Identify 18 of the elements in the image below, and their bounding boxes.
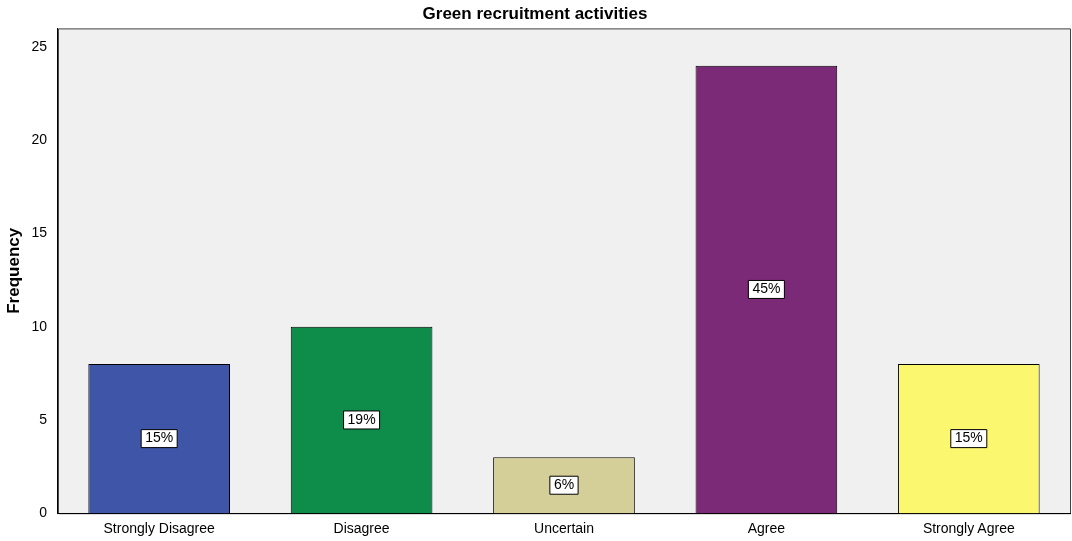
annotation: 15% [954, 429, 983, 446]
y-tick-label: 15 [31, 224, 48, 241]
x-tick-label: Strongly Agree [922, 520, 1015, 537]
y-tick-label: 5 [39, 410, 48, 427]
x-tick-label: Uncertain [534, 520, 594, 537]
x-tick-label: Strongly Disagree [103, 520, 216, 537]
y-axis-title: Frequency [3, 227, 23, 314]
x-tick-label: Agree [747, 520, 786, 537]
annotation: 15% [145, 429, 174, 446]
chart-title: Green recruitment activities [422, 3, 648, 23]
x-tick-label: Disagree [333, 520, 390, 537]
annotation: 45% [752, 280, 781, 297]
annotation: 6% [553, 476, 575, 493]
y-tick-label: 20 [31, 131, 48, 148]
y-tick-label: 0 [39, 504, 48, 521]
annotation: 19% [347, 410, 376, 427]
y-tick-label: 10 [31, 317, 48, 334]
y-tick-label: 25 [31, 37, 48, 54]
